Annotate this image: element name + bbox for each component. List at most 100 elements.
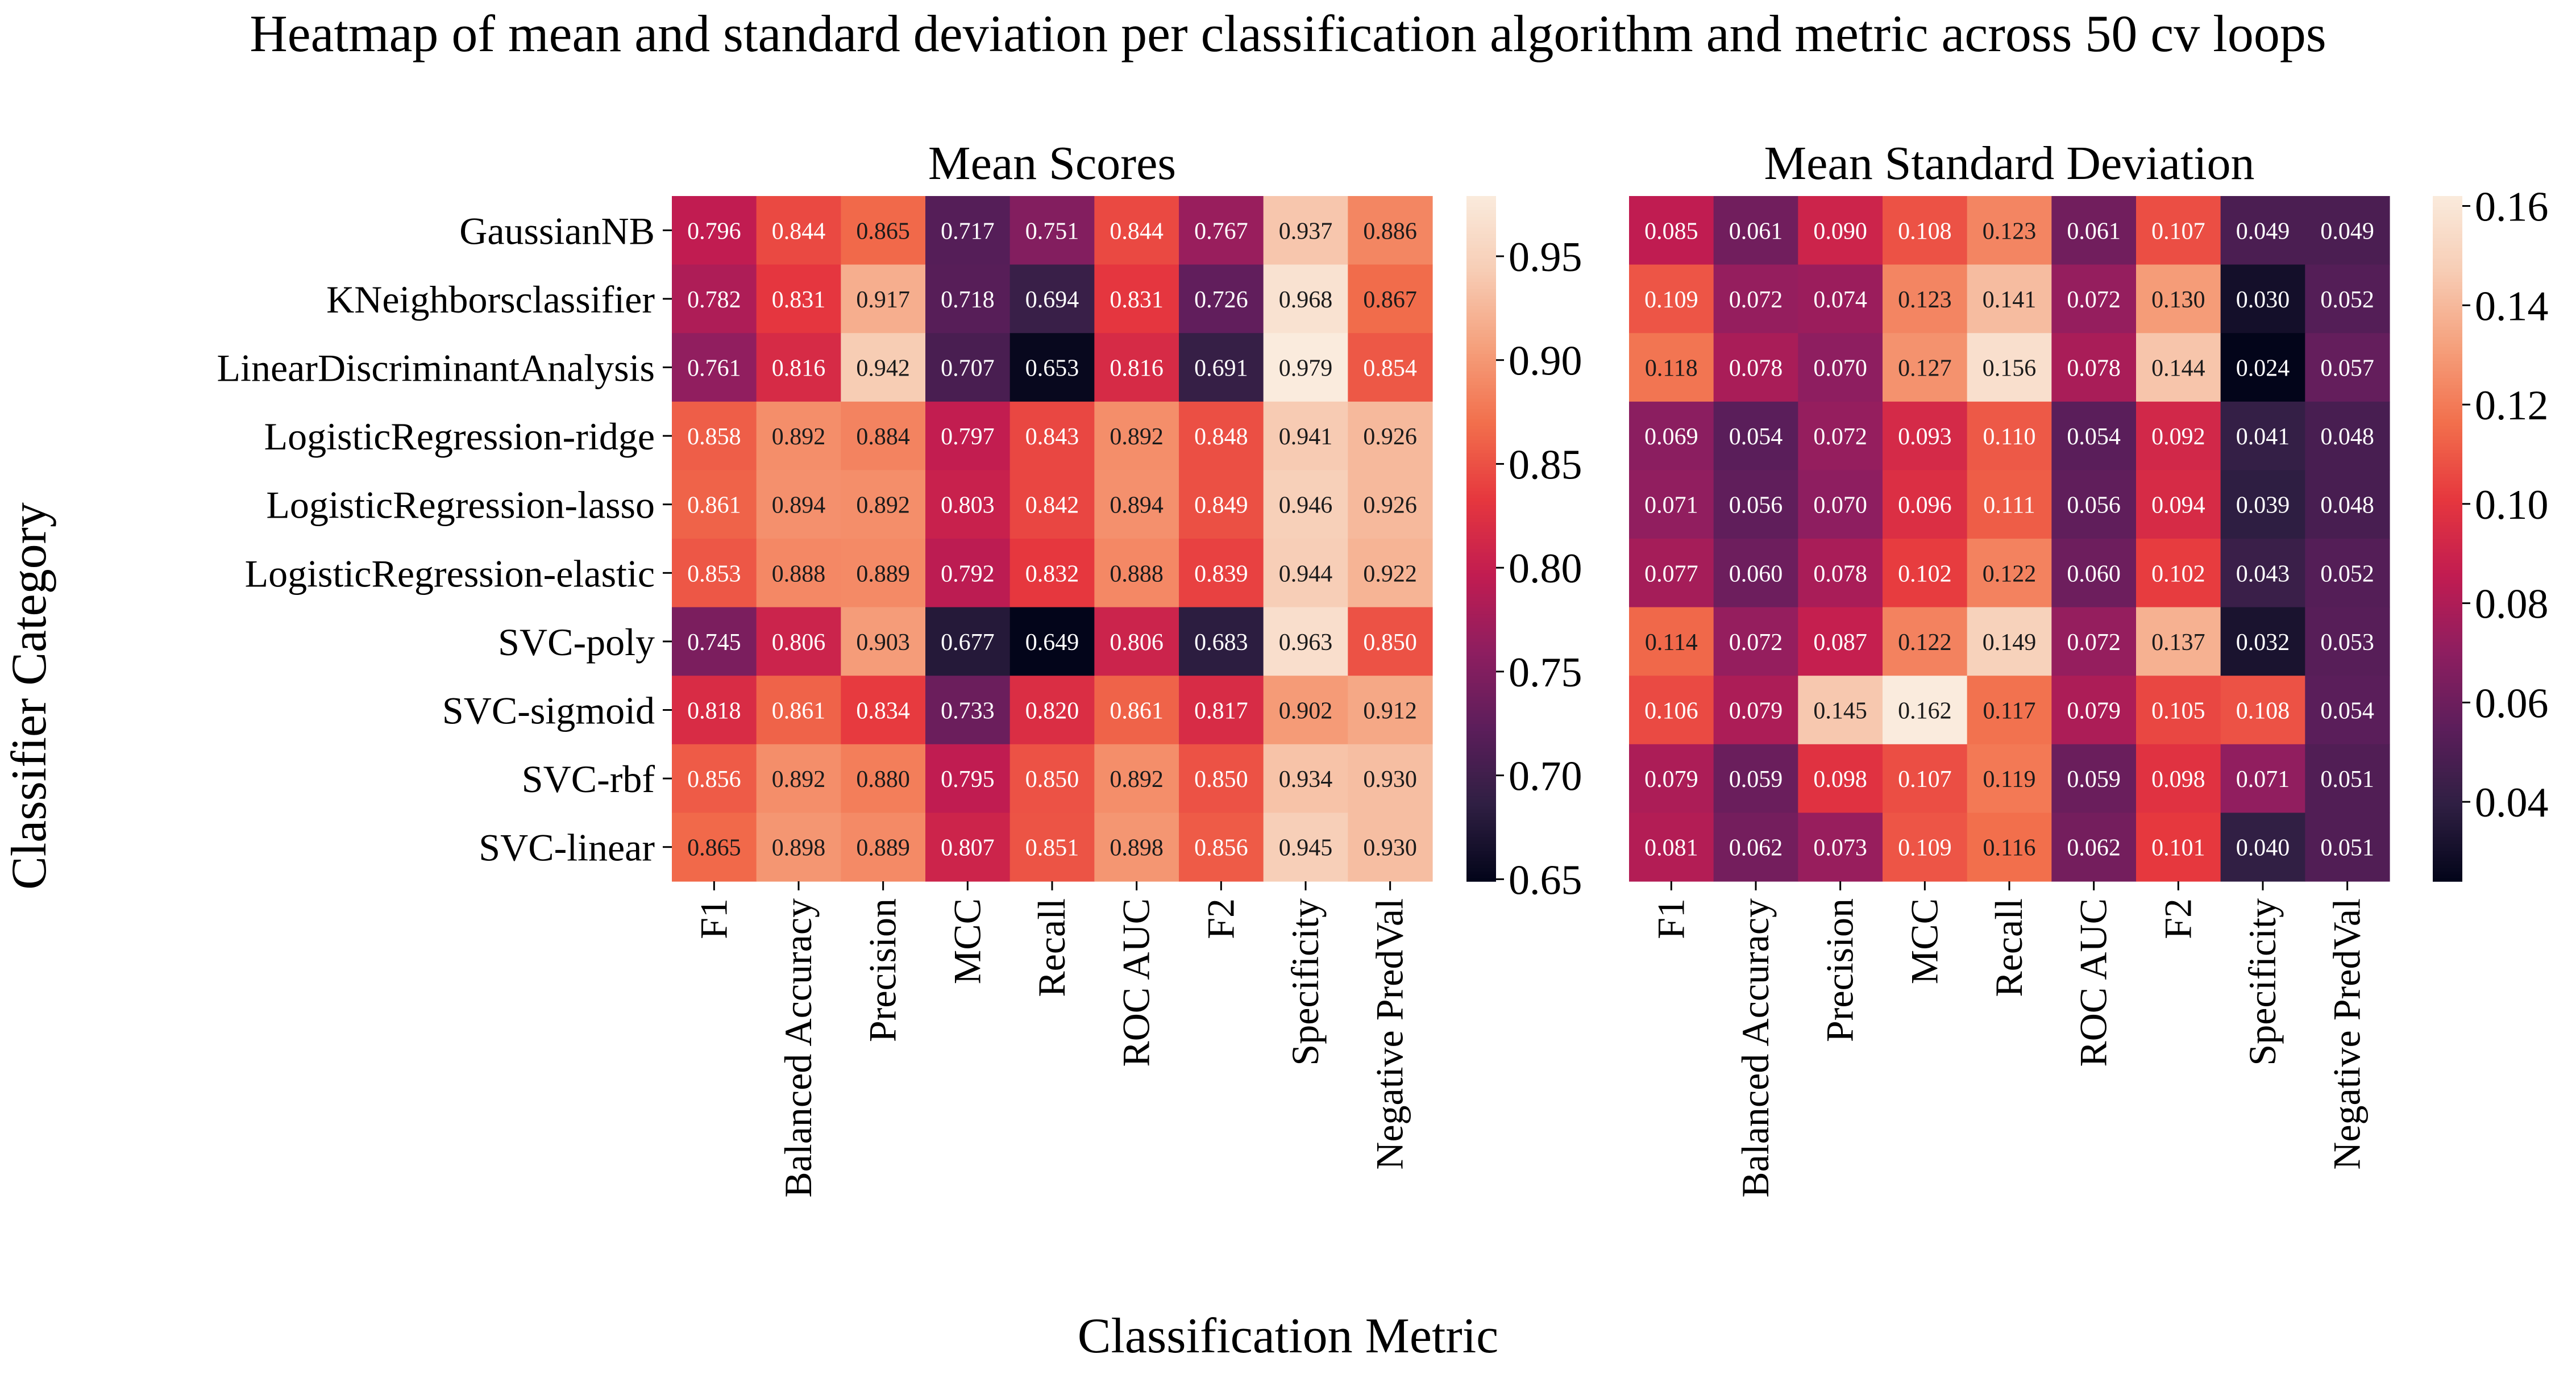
heatmap-cell bbox=[1348, 676, 1433, 745]
colorbar-segment bbox=[1466, 497, 1496, 502]
cell-value-label: 0.892 bbox=[772, 424, 826, 450]
heatmap-cell bbox=[672, 401, 757, 470]
heatmap-cell bbox=[1094, 676, 1179, 745]
heatmap-cell bbox=[1009, 333, 1095, 402]
colorbar-segment bbox=[1466, 696, 1496, 701]
panel-title: Mean Scores bbox=[928, 137, 1176, 190]
heatmap-cell bbox=[1883, 196, 1968, 265]
colorbar-segment bbox=[2433, 501, 2462, 505]
cell-value-label: 0.041 bbox=[2236, 424, 2290, 450]
column-tick-label: Specificity bbox=[2241, 898, 2284, 1066]
colorbar-segment bbox=[1466, 552, 1496, 556]
colorbar-segment bbox=[1466, 216, 1496, 221]
heatmap-cell bbox=[1967, 264, 2052, 334]
cell-value-label: 0.072 bbox=[1729, 287, 1783, 313]
heatmap-cell bbox=[2220, 676, 2305, 745]
colorbar-segment bbox=[1466, 870, 1496, 875]
colorbar-segment bbox=[2433, 426, 2462, 430]
colorbar-segment bbox=[1466, 353, 1496, 358]
colorbar-segment bbox=[2433, 617, 2462, 622]
colorbar-segment bbox=[1466, 473, 1496, 478]
heatmap-cell bbox=[1263, 196, 1348, 265]
cell-value-label: 0.861 bbox=[1110, 698, 1164, 724]
colorbar-tick-label: 0.85 bbox=[1509, 441, 1582, 488]
colorbar-segment bbox=[2433, 196, 2462, 200]
heatmap-cell bbox=[756, 470, 841, 539]
cell-value-label: 0.074 bbox=[1813, 287, 1867, 313]
colorbar-segment bbox=[2433, 720, 2462, 724]
colorbar-segment bbox=[1466, 836, 1496, 841]
cell-value-label: 0.051 bbox=[2320, 835, 2374, 861]
heatmap-cell bbox=[1713, 607, 1798, 676]
cell-value-label: 0.795 bbox=[941, 767, 995, 793]
colorbar-segment bbox=[1466, 614, 1496, 618]
cell-value-label: 0.853 bbox=[687, 561, 741, 587]
colorbar-segment bbox=[1466, 271, 1496, 276]
colorbar-segment bbox=[2433, 271, 2462, 276]
heatmap-cell bbox=[1263, 470, 1348, 539]
heatmap-cell bbox=[1967, 539, 2052, 608]
cell-value-label: 0.832 bbox=[1025, 561, 1079, 587]
cell-value-label: 0.894 bbox=[1110, 493, 1164, 519]
colorbar-segment bbox=[2433, 778, 2462, 782]
cell-value-label: 0.898 bbox=[772, 835, 826, 861]
cell-value-label: 0.850 bbox=[1194, 767, 1248, 793]
colorbar-segment bbox=[1466, 418, 1496, 423]
colorbar-segment bbox=[2433, 706, 2462, 711]
colorbar-segment bbox=[1466, 813, 1496, 817]
heatmap-cell bbox=[1883, 264, 1968, 334]
colorbar-segment bbox=[1466, 549, 1496, 553]
colorbar-segment bbox=[1466, 799, 1496, 803]
colorbar-segment bbox=[2433, 620, 2462, 625]
heatmap-panel-2: Mean Standard Deviation 0.085 0.061 0.090 0.… bbox=[1629, 137, 2549, 1198]
colorbar-segment bbox=[2433, 357, 2462, 361]
colorbar-segment bbox=[1466, 364, 1496, 368]
heatmap-cell bbox=[756, 813, 841, 882]
cell-value-label: 0.052 bbox=[2320, 287, 2374, 313]
colorbar-segment bbox=[1466, 539, 1496, 543]
colorbar-segment bbox=[1466, 823, 1496, 827]
colorbar-segment bbox=[2433, 411, 2462, 416]
colorbar-segment bbox=[1466, 196, 1496, 200]
colorbar-segment bbox=[2433, 802, 2462, 807]
colorbar-segment bbox=[2433, 206, 2462, 210]
colorbar-segment bbox=[1466, 384, 1496, 389]
colorbar-segment bbox=[1466, 514, 1496, 519]
cell-value-label: 0.806 bbox=[1110, 630, 1164, 656]
cell-value-label: 0.889 bbox=[856, 835, 910, 861]
column-tick-label: Recall bbox=[1987, 898, 2030, 997]
heatmap-cell bbox=[2220, 401, 2305, 470]
cell-value-label: 0.691 bbox=[1194, 356, 1248, 382]
cell-value-label: 0.677 bbox=[941, 630, 995, 656]
colorbar-segment bbox=[2433, 291, 2462, 296]
colorbar-segment bbox=[1466, 785, 1496, 789]
heatmap-cell bbox=[1967, 744, 2052, 813]
colorbar-segment bbox=[1466, 370, 1496, 375]
heatmap-cell bbox=[1094, 401, 1179, 470]
cell-value-label: 0.051 bbox=[2320, 767, 2374, 793]
colorbar-segment bbox=[1466, 261, 1496, 265]
colorbar-segment bbox=[1466, 408, 1496, 413]
heatmap-cell bbox=[1263, 264, 1348, 334]
heatmap-cell bbox=[672, 744, 757, 813]
colorbar-segment bbox=[1466, 391, 1496, 395]
colorbar-segment bbox=[1466, 573, 1496, 577]
cell-value-label: 0.117 bbox=[1983, 698, 2036, 724]
heatmap-cell bbox=[2051, 196, 2137, 265]
heatmap-cell bbox=[1094, 744, 1179, 813]
colorbar-segment bbox=[1466, 586, 1496, 591]
colorbar-segment bbox=[2433, 274, 2462, 279]
colorbar-segment bbox=[1466, 305, 1496, 310]
cell-value-label: 0.898 bbox=[1110, 835, 1164, 861]
colorbar-segment bbox=[1466, 453, 1496, 457]
column-tick-label: F1 bbox=[1649, 898, 1692, 939]
heatmap-cell bbox=[1629, 539, 1714, 608]
colorbar-segment bbox=[2433, 336, 2462, 341]
colorbar-tick-label: 0.08 bbox=[2475, 581, 2549, 628]
heatmap-cell bbox=[2305, 196, 2390, 265]
cell-value-label: 0.056 bbox=[2067, 493, 2121, 519]
cell-value-label: 0.849 bbox=[1194, 493, 1248, 519]
colorbar-segment bbox=[2433, 614, 2462, 618]
row-tick-label: LogisticRegression-ridge bbox=[264, 415, 655, 458]
colorbar-segment bbox=[2433, 751, 2462, 755]
